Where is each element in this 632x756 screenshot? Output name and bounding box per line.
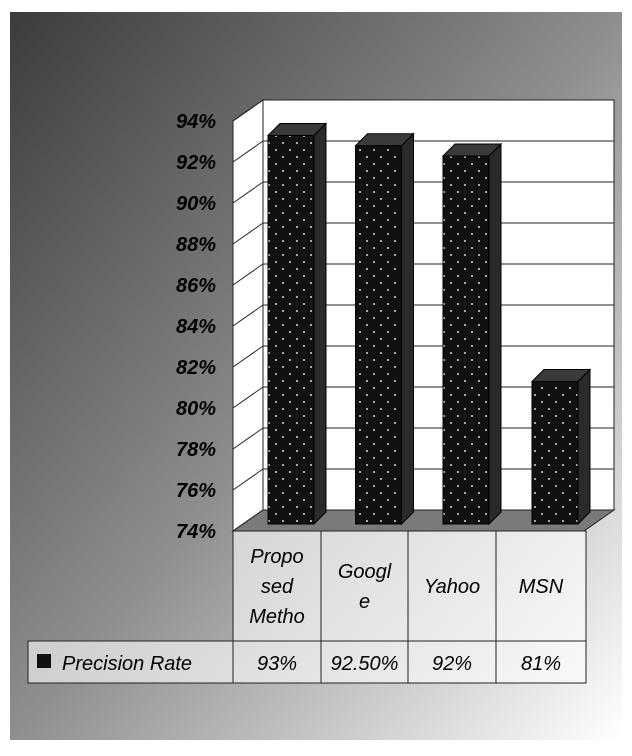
bar bbox=[531, 381, 579, 525]
y-tick-label: 86% bbox=[176, 275, 216, 297]
data-value-label: 92% bbox=[432, 653, 472, 675]
gridline-side bbox=[232, 263, 264, 286]
table-value-row bbox=[27, 640, 587, 684]
y-tick-label: 84% bbox=[176, 316, 216, 338]
legend-key bbox=[37, 654, 51, 668]
bar-side bbox=[577, 368, 591, 526]
gridline-side bbox=[232, 427, 264, 450]
bar-side bbox=[401, 132, 414, 526]
y-tick-label: 76% bbox=[176, 480, 216, 502]
category-label: Googl bbox=[338, 561, 392, 583]
gridline-side bbox=[232, 140, 264, 163]
bar-side bbox=[313, 122, 327, 526]
gridline-side bbox=[232, 345, 264, 368]
y-tick-label: 92% bbox=[176, 152, 216, 174]
data-value-label: 92.50% bbox=[331, 653, 399, 675]
gridline-side bbox=[232, 468, 264, 491]
category-label: Yahoo bbox=[424, 576, 480, 598]
category-label: MSN bbox=[519, 576, 564, 598]
y-tick-label: 78% bbox=[176, 439, 216, 461]
table-header-row bbox=[232, 530, 587, 642]
y-tick-label: 94% bbox=[176, 111, 216, 133]
gridline-side bbox=[232, 99, 264, 122]
data-value-label: 93% bbox=[257, 653, 297, 675]
category-label: e bbox=[359, 591, 370, 613]
gridline-side bbox=[232, 222, 264, 245]
gridline-side bbox=[232, 181, 264, 204]
bar bbox=[442, 155, 490, 525]
gridline-side bbox=[232, 304, 264, 327]
category-label: Propo bbox=[250, 546, 303, 568]
y-tick-label: 82% bbox=[176, 357, 216, 379]
bar bbox=[267, 135, 315, 525]
y-tick-label: 90% bbox=[176, 193, 216, 215]
y-tick-label: 88% bbox=[176, 234, 216, 256]
bar-side bbox=[488, 142, 502, 526]
category-label: sed bbox=[261, 576, 294, 598]
bar bbox=[355, 145, 402, 525]
legend-series-name: Precision Rate bbox=[62, 653, 192, 675]
gridline-side bbox=[232, 386, 264, 409]
y-tick-label: 74% bbox=[176, 521, 216, 543]
category-label: Metho bbox=[249, 606, 305, 628]
data-value-label: 81% bbox=[521, 653, 561, 675]
y-tick-label: 80% bbox=[176, 398, 216, 420]
